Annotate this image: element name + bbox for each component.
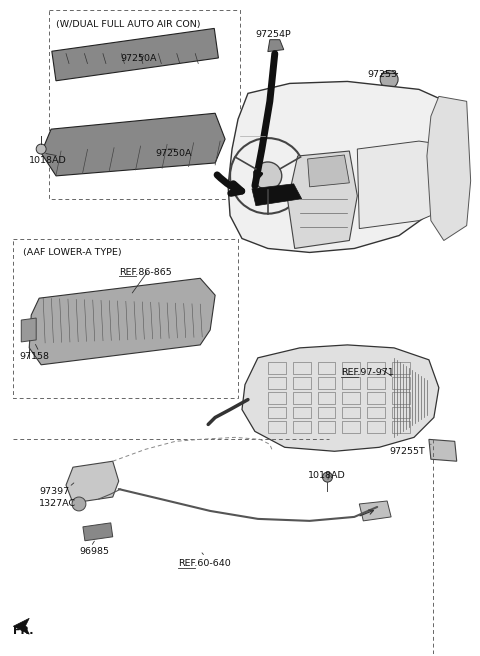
Text: 97250A: 97250A (120, 54, 157, 62)
Polygon shape (308, 155, 349, 187)
Circle shape (72, 497, 86, 511)
Text: 97158: 97158 (19, 352, 49, 361)
Polygon shape (228, 81, 465, 253)
Text: 97250A: 97250A (156, 149, 192, 158)
Text: 1018AD: 1018AD (29, 156, 67, 165)
Polygon shape (288, 151, 357, 249)
Polygon shape (427, 96, 471, 241)
Text: (W/DUAL FULL AUTO AIR CON): (W/DUAL FULL AUTO AIR CON) (56, 20, 201, 29)
Polygon shape (13, 619, 29, 634)
Polygon shape (83, 523, 113, 541)
Polygon shape (21, 318, 36, 342)
Text: FR.: FR. (13, 626, 34, 636)
Polygon shape (242, 345, 439, 451)
Polygon shape (252, 184, 301, 206)
Polygon shape (268, 39, 284, 52)
Circle shape (36, 144, 46, 154)
Polygon shape (429, 440, 457, 461)
Text: 96985: 96985 (79, 546, 109, 556)
Text: 97397: 97397 (39, 487, 69, 496)
Text: 1327AC: 1327AC (39, 499, 76, 508)
Text: (AAF LOWER-A TYPE): (AAF LOWER-A TYPE) (23, 249, 122, 257)
Polygon shape (357, 141, 461, 228)
Circle shape (380, 70, 398, 89)
Circle shape (254, 162, 282, 190)
Text: 1018AD: 1018AD (308, 471, 345, 480)
Polygon shape (41, 113, 225, 176)
Polygon shape (29, 278, 215, 365)
Text: REF.60-640: REF.60-640 (179, 559, 231, 567)
Text: REF.86-865: REF.86-865 (119, 268, 171, 277)
Polygon shape (66, 461, 119, 503)
Text: 97255T: 97255T (389, 447, 425, 457)
Polygon shape (360, 501, 391, 521)
Circle shape (323, 472, 333, 482)
Text: REF.97-971: REF.97-971 (341, 368, 394, 377)
Text: 97253: 97253 (367, 70, 397, 79)
Polygon shape (52, 28, 218, 81)
Text: 97254P: 97254P (255, 30, 291, 39)
